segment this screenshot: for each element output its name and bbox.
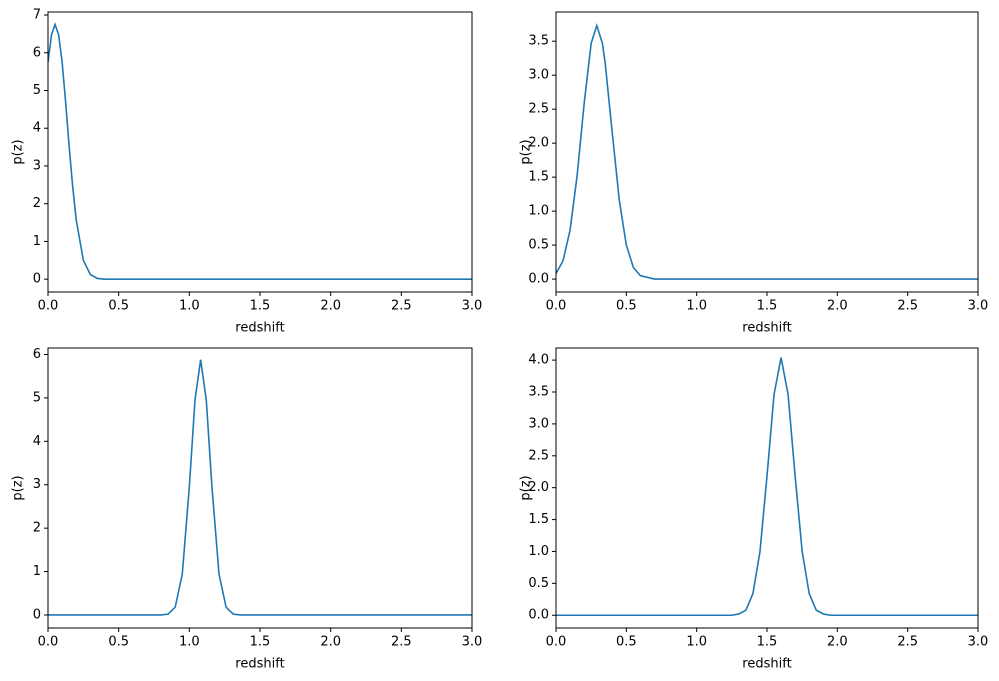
x-tick-label: 0.5 bbox=[108, 635, 129, 650]
x-tick-label: 2.5 bbox=[897, 635, 918, 650]
y-tick-label: 1.0 bbox=[528, 544, 549, 559]
line-series bbox=[48, 359, 472, 616]
y-tick-label: 0.5 bbox=[528, 238, 549, 253]
y-axis-label: p(z) bbox=[519, 139, 534, 164]
y-tick-label: 6 bbox=[33, 347, 41, 362]
y-tick-label: 1.0 bbox=[528, 204, 549, 219]
y-axis-label: p(z) bbox=[11, 475, 26, 500]
y-tick-label: 0.0 bbox=[528, 272, 549, 287]
x-tick-label: 2.0 bbox=[320, 299, 341, 314]
line-series bbox=[556, 22, 978, 280]
x-tick-label: 1.0 bbox=[686, 299, 707, 314]
x-axis-label: redshift bbox=[235, 657, 284, 672]
line-series bbox=[556, 357, 978, 617]
y-tick-label: 3 bbox=[33, 158, 41, 173]
x-axis-label: redshift bbox=[742, 321, 791, 336]
x-tick-label: 1.5 bbox=[250, 299, 271, 314]
x-tick-label: 2.0 bbox=[320, 635, 341, 650]
y-tick-label: 0.5 bbox=[528, 576, 549, 591]
x-tick-label: 0.0 bbox=[38, 299, 59, 314]
y-tick-label: 2 bbox=[33, 196, 41, 211]
axes-frame bbox=[47, 11, 473, 293]
y-tick-label: 2.0 bbox=[528, 136, 549, 151]
x-tick-label: 3.0 bbox=[968, 299, 989, 314]
axes-frame bbox=[555, 347, 979, 629]
x-tick-label: 0.0 bbox=[38, 635, 59, 650]
y-tick-label: 2.5 bbox=[528, 448, 549, 463]
y-tick-label: 7 bbox=[33, 8, 41, 23]
y-tick-label: 6 bbox=[33, 45, 41, 60]
y-tick-label: 4 bbox=[33, 121, 41, 136]
y-tick-label: 4 bbox=[33, 434, 41, 449]
x-tick-label: 0.0 bbox=[546, 299, 567, 314]
y-axis-label: p(z) bbox=[11, 139, 26, 164]
y-tick-label: 3.0 bbox=[528, 416, 549, 431]
x-tick-label: 1.0 bbox=[179, 299, 200, 314]
y-tick-label: 5 bbox=[33, 390, 41, 405]
y-tick-label: 0.0 bbox=[528, 608, 549, 623]
y-tick-label: 5 bbox=[33, 83, 41, 98]
y-tick-label: 3.0 bbox=[528, 68, 549, 83]
x-tick-label: 1.5 bbox=[250, 635, 271, 650]
line-series bbox=[48, 22, 472, 280]
x-tick-label: 2.0 bbox=[827, 635, 848, 650]
x-tick-label: 0.5 bbox=[108, 299, 129, 314]
x-tick-label: 0.5 bbox=[616, 635, 637, 650]
y-tick-label: 0 bbox=[33, 607, 41, 622]
y-tick-label: 3 bbox=[33, 477, 41, 492]
x-tick-label: 3.0 bbox=[462, 299, 483, 314]
y-tick-label: 2.5 bbox=[528, 102, 549, 117]
y-tick-label: 4.0 bbox=[528, 353, 549, 368]
x-tick-label: 0.0 bbox=[546, 635, 567, 650]
x-axis-label: redshift bbox=[235, 321, 284, 336]
y-tick-label: 2.0 bbox=[528, 480, 549, 495]
y-tick-label: 1 bbox=[33, 564, 41, 579]
x-tick-label: 2.0 bbox=[827, 299, 848, 314]
y-tick-label: 1.5 bbox=[528, 170, 549, 185]
y-tick-label: 1 bbox=[33, 234, 41, 249]
x-tick-label: 1.0 bbox=[179, 635, 200, 650]
x-tick-label: 3.0 bbox=[462, 635, 483, 650]
y-tick-label: 3.5 bbox=[528, 385, 549, 400]
axes-frame bbox=[555, 11, 979, 293]
x-tick-label: 3.0 bbox=[968, 635, 989, 650]
y-tick-label: 2 bbox=[33, 521, 41, 536]
x-tick-label: 2.5 bbox=[391, 635, 412, 650]
x-tick-label: 2.5 bbox=[897, 299, 918, 314]
y-axis-label: p(z) bbox=[519, 475, 534, 500]
x-axis-label: redshift bbox=[742, 657, 791, 672]
y-tick-label: 3.5 bbox=[528, 34, 549, 49]
x-tick-label: 2.5 bbox=[391, 299, 412, 314]
x-tick-label: 0.5 bbox=[616, 299, 637, 314]
axes-frame bbox=[47, 347, 473, 629]
y-tick-label: 0 bbox=[33, 272, 41, 287]
x-tick-label: 1.5 bbox=[757, 635, 778, 650]
y-tick-label: 1.5 bbox=[528, 512, 549, 527]
x-tick-label: 1.0 bbox=[686, 635, 707, 650]
x-tick-label: 1.5 bbox=[757, 299, 778, 314]
